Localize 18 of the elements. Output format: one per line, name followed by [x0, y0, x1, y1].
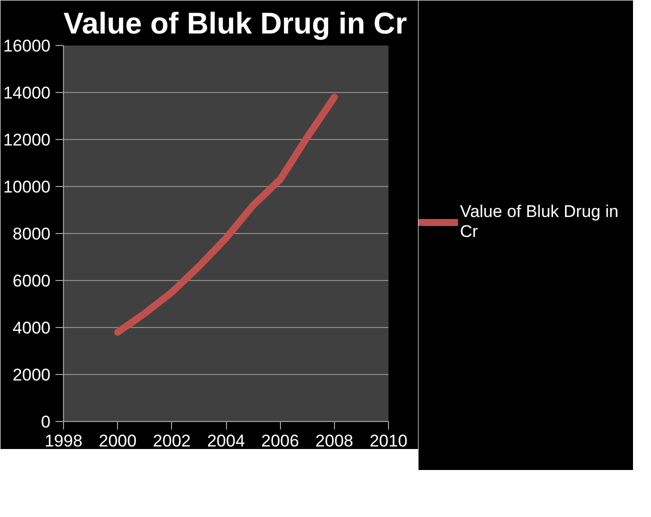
y-tick-label: 6000 — [12, 272, 51, 290]
y-tick-label: 4000 — [12, 318, 51, 338]
y-tick-label: 14000 — [3, 84, 51, 102]
x-tick-label: 2004 — [207, 432, 245, 450]
legend-label: Value of Bluk Drug in Cr — [460, 202, 618, 242]
x-tick-label: 2008 — [315, 432, 354, 450]
y-tick-label: 0 — [41, 412, 51, 432]
x-tick-label: 2010 — [370, 432, 408, 450]
x-tick-label: 2000 — [98, 432, 137, 450]
y-tick-label: 8000 — [12, 224, 51, 244]
x-tick-label: 2006 — [261, 432, 300, 450]
y-tick-label: 2000 — [12, 366, 51, 384]
x-tick-label: 1998 — [44, 432, 82, 450]
y-tick-label: 10000 — [3, 178, 51, 196]
x-tick-label: 2002 — [152, 432, 191, 450]
chart-title: Value of Bluk Drug in Cr — [64, 8, 408, 40]
y-tick-label: 12000 — [3, 130, 51, 150]
y-tick-label: 16000 — [3, 36, 51, 56]
